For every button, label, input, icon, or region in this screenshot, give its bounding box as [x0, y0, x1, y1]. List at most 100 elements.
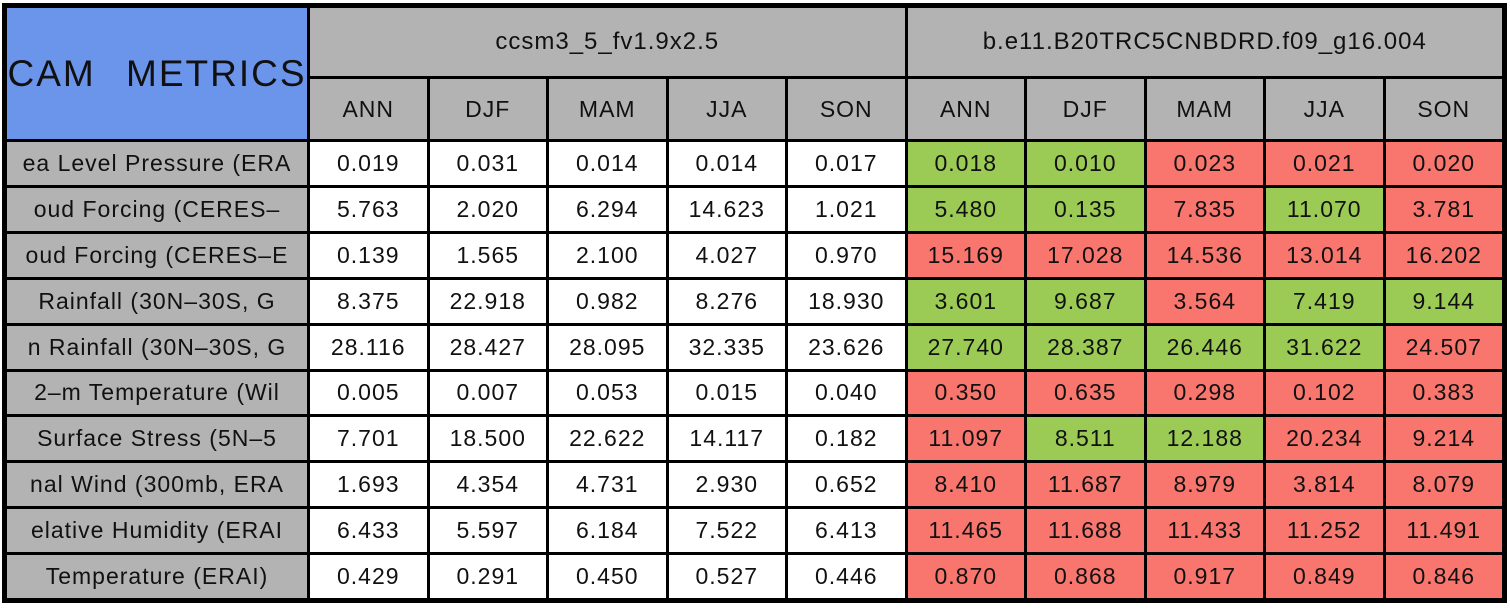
- season-header-cell: SON: [1385, 79, 1502, 139]
- value-cell: 18.930: [788, 279, 905, 323]
- value-cell: 28.095: [549, 325, 666, 369]
- value-cell: 0.527: [668, 555, 785, 598]
- value-cell: 4.731: [549, 463, 666, 507]
- season-header-cell: MAM: [1146, 79, 1263, 139]
- value-cell: 0.053: [549, 371, 666, 415]
- value-cell: 0.350: [907, 371, 1024, 415]
- row-label-cell: nal Wind (300mb, ERA: [7, 463, 307, 507]
- value-cell: 2.100: [549, 233, 666, 277]
- value-cell: 3.814: [1266, 463, 1383, 507]
- value-cell: 8.375: [310, 279, 427, 323]
- value-cell: 0.917: [1146, 555, 1263, 598]
- value-cell: 14.536: [1146, 233, 1263, 277]
- value-cell: 8.276: [668, 279, 785, 323]
- value-cell: 0.849: [1266, 555, 1383, 598]
- value-cell: 6.294: [549, 187, 666, 231]
- season-header-cell: JJA: [1266, 79, 1383, 139]
- value-cell: 27.740: [907, 325, 1024, 369]
- value-cell: 8.511: [1027, 417, 1144, 461]
- value-cell: 0.017: [788, 142, 905, 185]
- row-label-cell: n Rainfall (30N–30S, G: [7, 325, 307, 369]
- value-cell: 0.870: [907, 555, 1024, 598]
- value-cell: 0.040: [788, 371, 905, 415]
- value-cell: 11.097: [907, 417, 1024, 461]
- row-label-cell: 2–m Temperature (Wil: [7, 371, 307, 415]
- value-cell: 0.005: [310, 371, 427, 415]
- value-cell: 0.635: [1027, 371, 1144, 415]
- value-cell: 5.763: [310, 187, 427, 231]
- value-cell: 4.354: [429, 463, 546, 507]
- value-cell: 8.410: [907, 463, 1024, 507]
- value-cell: 0.182: [788, 417, 905, 461]
- row-label-cell: oud Forcing (CERES–: [7, 187, 307, 231]
- value-cell: 0.450: [549, 555, 666, 598]
- value-cell: 12.188: [1146, 417, 1263, 461]
- value-cell: 11.491: [1385, 509, 1502, 553]
- value-cell: 5.480: [907, 187, 1024, 231]
- value-cell: 6.433: [310, 509, 427, 553]
- value-cell: 14.117: [668, 417, 785, 461]
- row-label-cell: Rainfall (30N–30S, G: [7, 279, 307, 323]
- value-cell: 0.014: [549, 142, 666, 185]
- value-cell: 28.427: [429, 325, 546, 369]
- row-label-cell: ea Level Pressure (ERA: [7, 142, 307, 185]
- value-cell: 0.023: [1146, 142, 1263, 185]
- value-cell: 16.202: [1385, 233, 1502, 277]
- value-cell: 28.387: [1027, 325, 1144, 369]
- value-cell: 1.565: [429, 233, 546, 277]
- value-cell: 0.014: [668, 142, 785, 185]
- value-cell: 5.597: [429, 509, 546, 553]
- value-cell: 11.688: [1027, 509, 1144, 553]
- row-label-cell: elative Humidity (ERAI: [7, 509, 307, 553]
- value-cell: 11.252: [1266, 509, 1383, 553]
- value-cell: 0.652: [788, 463, 905, 507]
- value-cell: 2.020: [429, 187, 546, 231]
- season-header-cell: ANN: [310, 79, 427, 139]
- value-cell: 3.781: [1385, 187, 1502, 231]
- value-cell: 0.021: [1266, 142, 1383, 185]
- value-cell: 9.214: [1385, 417, 1502, 461]
- season-header-cell: MAM: [549, 79, 666, 139]
- value-cell: 31.622: [1266, 325, 1383, 369]
- value-cell: 11.433: [1146, 509, 1263, 553]
- season-header-cell: SON: [788, 79, 905, 139]
- row-label-cell: oud Forcing (CERES–E: [7, 233, 307, 277]
- model-header-test: b.e11.B20TRC5CNBDRD.f09_g16.004: [907, 8, 1502, 76]
- row-label-cell: Surface Stress (5N–5: [7, 417, 307, 461]
- value-cell: 26.446: [1146, 325, 1263, 369]
- value-cell: 8.979: [1146, 463, 1263, 507]
- season-header-cell: JJA: [668, 79, 785, 139]
- value-cell: 32.335: [668, 325, 785, 369]
- row-label-cell: Temperature (ERAI): [7, 555, 307, 598]
- value-cell: 6.184: [549, 509, 666, 553]
- value-cell: 20.234: [1266, 417, 1383, 461]
- value-cell: 0.007: [429, 371, 546, 415]
- value-cell: 0.429: [310, 555, 427, 598]
- value-cell: 7.701: [310, 417, 427, 461]
- value-cell: 22.918: [429, 279, 546, 323]
- value-cell: 0.135: [1027, 187, 1144, 231]
- value-cell: 0.868: [1027, 555, 1144, 598]
- value-cell: 11.687: [1027, 463, 1144, 507]
- value-cell: 24.507: [1385, 325, 1502, 369]
- value-cell: 0.446: [788, 555, 905, 598]
- season-header-cell: DJF: [429, 79, 546, 139]
- value-cell: 9.144: [1385, 279, 1502, 323]
- value-cell: 0.970: [788, 233, 905, 277]
- value-cell: 0.846: [1385, 555, 1502, 598]
- value-cell: 15.169: [907, 233, 1024, 277]
- value-cell: 13.014: [1266, 233, 1383, 277]
- value-cell: 0.298: [1146, 371, 1263, 415]
- value-cell: 4.027: [668, 233, 785, 277]
- value-cell: 0.020: [1385, 142, 1502, 185]
- value-cell: 17.028: [1027, 233, 1144, 277]
- value-cell: 0.102: [1266, 371, 1383, 415]
- value-cell: 0.019: [310, 142, 427, 185]
- value-cell: 7.835: [1146, 187, 1263, 231]
- value-cell: 28.116: [310, 325, 427, 369]
- value-cell: 0.018: [907, 142, 1024, 185]
- value-cell: 3.564: [1146, 279, 1263, 323]
- value-cell: 9.687: [1027, 279, 1144, 323]
- value-cell: 0.139: [310, 233, 427, 277]
- value-cell: 23.626: [788, 325, 905, 369]
